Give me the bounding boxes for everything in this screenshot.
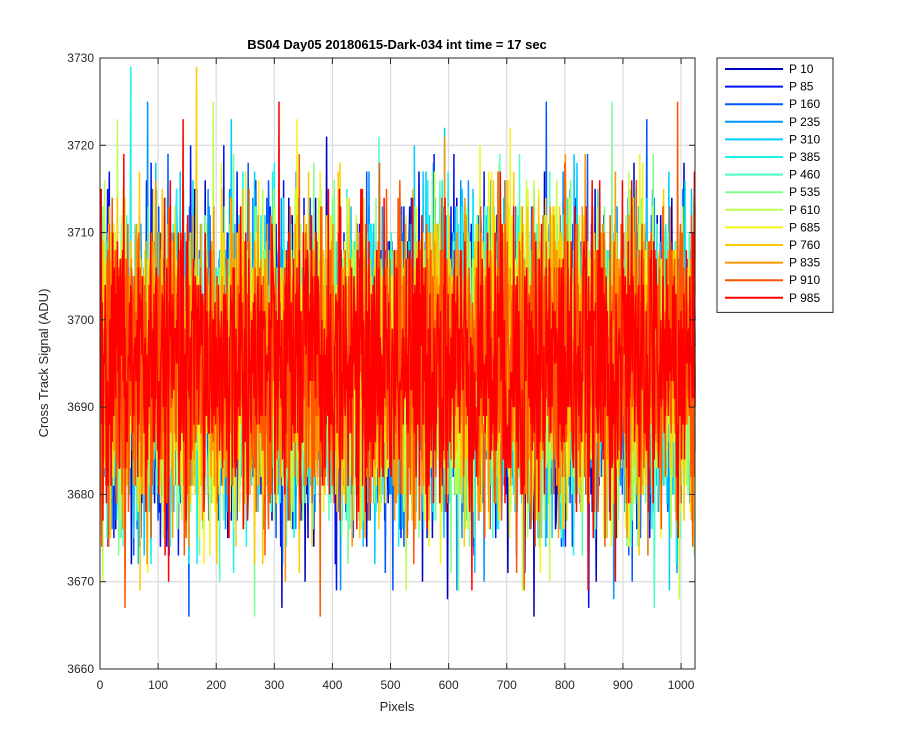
legend-entry: P 985	[789, 291, 820, 305]
legend-entry: P 835	[789, 256, 820, 270]
x-tick-label: 800	[555, 678, 575, 692]
y-tick-label: 3720	[67, 138, 94, 152]
legend-entry: P 10	[789, 62, 814, 76]
legend-entry: P 610	[789, 203, 820, 217]
x-tick-label: 200	[206, 678, 226, 692]
legend-entry: P 460	[789, 168, 820, 182]
x-tick-label: 500	[381, 678, 401, 692]
x-axis-title: Pixels	[380, 699, 415, 714]
y-tick-label: 3700	[67, 313, 94, 327]
series-line-p985	[99, 101, 696, 591]
x-tick-label: 700	[497, 678, 517, 692]
legend-entry: P 760	[789, 238, 820, 252]
y-tick-label: 3710	[67, 226, 94, 240]
legend-box	[716, 57, 834, 313]
legend-entry: P 85	[789, 80, 814, 94]
legend-entry: P 535	[789, 185, 820, 199]
y-tick-label: 3660	[67, 662, 94, 676]
legend-entry: P 235	[789, 115, 820, 129]
x-tick-label: 900	[613, 678, 633, 692]
plot-area-frame	[99, 57, 696, 670]
y-tick-label: 3680	[67, 487, 94, 501]
series-lines	[99, 66, 696, 617]
legend-entry: P 910	[789, 273, 820, 287]
x-tick-label: 300	[264, 678, 284, 692]
legend-entry: P 385	[789, 150, 820, 164]
y-tick-label: 3690	[67, 400, 94, 414]
y-axis-ticks: 3660 3670 3680 3690 3700 3710 3720 3730	[67, 51, 695, 676]
legend: P 10 P 85 P 160 P 235 P 310 P 385 P 460 P 535 P …	[716, 57, 834, 313]
x-tick-label: 400	[322, 678, 342, 692]
x-tick-label: 100	[148, 678, 168, 692]
x-tick-label: 1000	[668, 678, 695, 692]
y-axis-title: Cross Track Signal (ADU)	[36, 289, 51, 438]
x-tick-label: 600	[439, 678, 459, 692]
y-tick-label: 3730	[67, 51, 94, 65]
legend-entry: P 310	[789, 132, 820, 146]
x-axis-ticks: 0 100 200 300 400 500 600 700 800 900 1000	[97, 58, 695, 692]
legend-entry: P 685	[789, 220, 820, 234]
y-tick-label: 3670	[67, 575, 94, 589]
chart-title: BS04 Day05 20180615-Dark-034 int time = …	[247, 37, 547, 52]
legend-entry: P 160	[789, 97, 820, 111]
x-tick-label: 0	[97, 678, 104, 692]
